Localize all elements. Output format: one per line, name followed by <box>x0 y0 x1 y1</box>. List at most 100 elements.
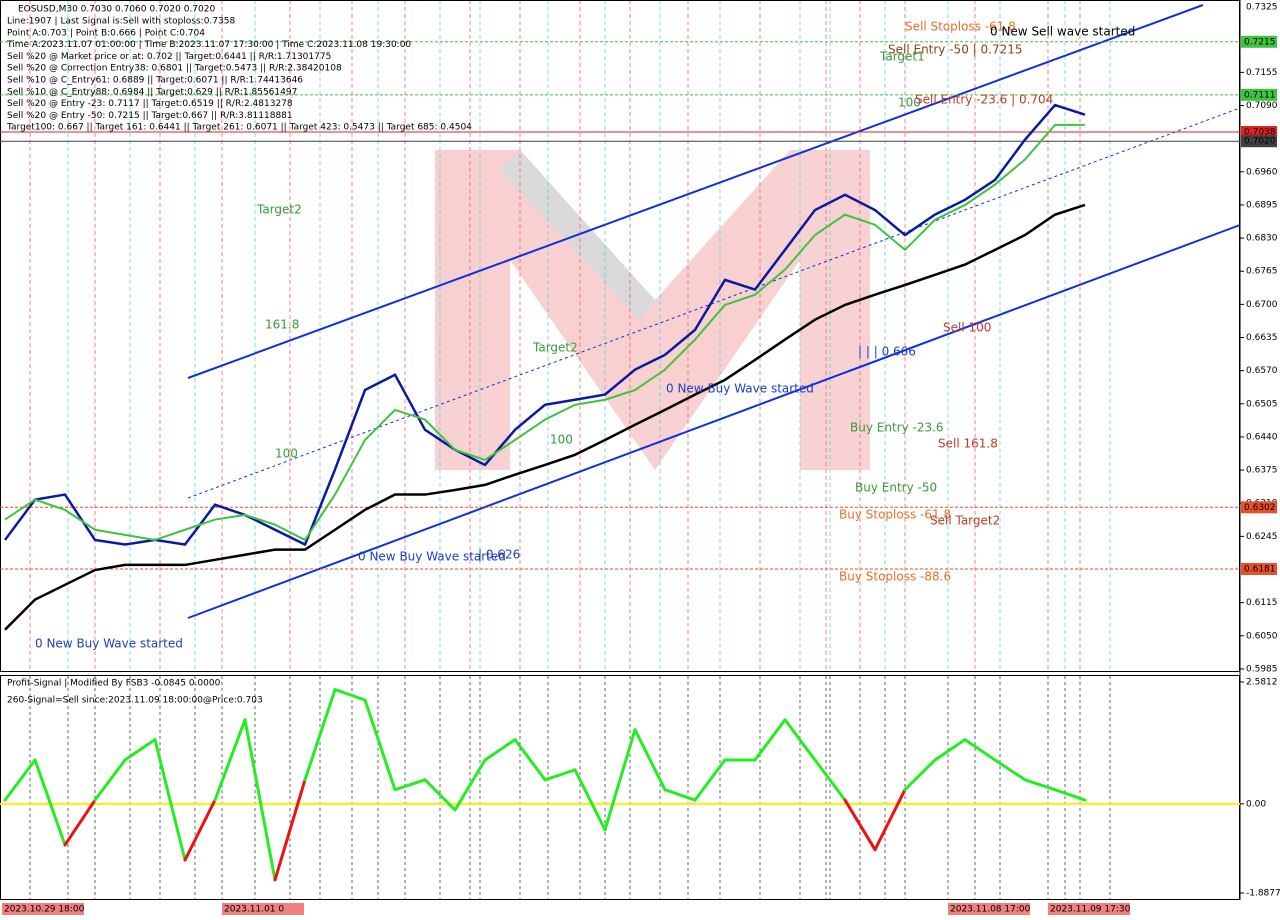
annotation: Buy Entry -23.6 <box>850 421 944 435</box>
signal-segment <box>783 718 817 762</box>
annotation: 0 New Buy Wave started <box>666 382 814 396</box>
signal-segment <box>213 718 247 802</box>
y-tick-label: 0.6895 <box>1246 200 1278 210</box>
y-tick-label: 0.6440 <box>1246 432 1278 442</box>
x-label-box <box>1048 903 1130 915</box>
signal-segment <box>993 758 1027 782</box>
y-tick-label: 0.00 <box>1246 799 1266 809</box>
signal-segment <box>153 738 187 862</box>
signal-segment <box>423 778 457 812</box>
y-tick-label: 0.7155 <box>1246 68 1278 78</box>
annotation: Buy Entry -50 <box>855 481 937 495</box>
info-line: Sell %10 @ C_Entry61: 0.6889 || Target:0… <box>7 76 303 86</box>
signal-segment <box>363 698 397 792</box>
signal-segment <box>3 758 37 802</box>
signal-segment <box>813 758 847 802</box>
info-line: Sell %20 @ Entry -23: 0.7117 || Target:0… <box>7 99 293 109</box>
info-line: Point A:0.703 | Point B:0.666 | Point C:… <box>7 28 205 38</box>
info-line: Target100: 0.667 || Target 161: 0.6441 |… <box>6 123 472 133</box>
y-tick-label: 0.6050 <box>1246 631 1278 641</box>
annotation: Sell Entry -50 | 0.7215 <box>888 43 1022 57</box>
x-label: 2023.11.09 17:30 <box>1050 905 1131 915</box>
info-line: Sell %20 @ Entry -50: 0.7215 || Target:0… <box>7 111 293 121</box>
y-tick-label: 0.6635 <box>1246 333 1278 343</box>
signal-segment <box>1053 788 1087 802</box>
signal-segment <box>453 758 487 812</box>
level-box <box>1241 501 1277 514</box>
x-label-box <box>948 903 1030 915</box>
annotation: Sell Stoploss -61.8 <box>905 20 1016 34</box>
info-line: Sell %20 @ Market price or at: 0.702 || … <box>7 52 331 62</box>
signal-segment <box>123 738 157 762</box>
level-label: 0.7111 <box>1244 90 1276 100</box>
info-line: Line:1907 | Last Signal is:Sell with sto… <box>7 17 235 27</box>
y-tick-label: 0.6830 <box>1246 234 1278 244</box>
annotation: | 0.626 <box>478 548 520 562</box>
signal-segment <box>243 718 277 882</box>
signal-segment <box>303 688 337 782</box>
annotation: 0 New Buy Wave started <box>35 637 183 651</box>
annotation: Target2 <box>532 341 578 355</box>
y-tick-label: 2.5812 <box>1246 677 1278 687</box>
info-line: Sell %10 @ C_Entry88: 0.6984 || Target:0… <box>7 87 297 97</box>
signal-segment <box>753 718 787 762</box>
y-tick-label: 0.6375 <box>1246 466 1278 476</box>
signal-segment <box>63 798 97 847</box>
annotation: Buy Stoploss -61.8 <box>839 508 951 522</box>
y-tick-label: -1.8877 <box>1246 888 1280 898</box>
signal-segment <box>843 798 877 852</box>
signal-segment <box>483 738 517 762</box>
level-label: 0.7215 <box>1244 37 1276 47</box>
signal-segment <box>513 738 547 782</box>
annotation: Sell 161.8 <box>938 437 998 451</box>
x-label-box <box>222 903 304 915</box>
annotation: Target2 <box>256 203 302 217</box>
level-box <box>1241 135 1277 148</box>
annotation: Sell 100 <box>943 321 991 335</box>
annotation: 161.8 <box>265 318 299 332</box>
ma-line <box>4 123 1085 542</box>
signal-segment <box>1023 778 1057 792</box>
signal-segment <box>633 728 667 792</box>
signal-segment <box>603 728 637 832</box>
annotation: Sell Target2 <box>930 514 1000 528</box>
y-tick-label: 0.6960 <box>1246 167 1278 177</box>
time-axis <box>0 900 1240 920</box>
signal-segment <box>93 758 127 802</box>
signal-segment <box>333 688 367 702</box>
y-tick-label: 0.5985 <box>1246 664 1278 674</box>
annotation: Target1 <box>879 50 925 64</box>
level-box <box>1241 126 1277 139</box>
x-label: 2023.10.29 18:00 <box>4 905 85 915</box>
signal-segment <box>33 758 67 847</box>
signal-segment <box>693 758 727 802</box>
ma-line <box>3 103 1086 547</box>
x-label-box <box>2 903 84 915</box>
level-label: 0.7020 <box>1244 137 1276 147</box>
x-label: 2023.11.08 17:00 <box>950 905 1031 915</box>
info-line: Time A:2023.11.07 01:00:00 | Time B:2023… <box>6 40 411 50</box>
y-tick-label: 0.6115 <box>1246 598 1278 608</box>
info-line: Sell %20 @ Correction Entry38: 0.6801 ||… <box>7 64 342 74</box>
annotation: Sell Entry -23.6 | 0.704 <box>915 93 1053 107</box>
symbol: EOSUSD,M30 0.7030 0.7060 0.7020 0.7020 <box>18 5 215 15</box>
annotation: 0 New Buy Wave started <box>358 550 506 564</box>
indicator-subtitle: 260-Signal=Sell since:2023.11.09 18:00:0… <box>7 696 263 706</box>
indicator-title: Profit-Signal | Modified By FSB3 -0.0845… <box>7 679 221 689</box>
signal-segment <box>183 798 217 862</box>
annotation: | | | 0.666 <box>858 345 916 359</box>
annotation: 100 <box>898 96 921 110</box>
y-tick-label: 0.6245 <box>1246 532 1278 542</box>
signal-segment <box>573 768 607 832</box>
signal-segment <box>963 738 997 762</box>
level-box <box>1241 88 1277 101</box>
signal-segment <box>393 778 427 792</box>
signal-segment <box>663 788 697 802</box>
level-box <box>1241 563 1277 576</box>
y-tick-label: 0.6700 <box>1246 300 1278 310</box>
signal-segment <box>903 758 937 792</box>
annotation: Buy Stoploss -88.6 <box>839 570 951 584</box>
x-label: 2023.11.01 0 <box>224 905 284 915</box>
